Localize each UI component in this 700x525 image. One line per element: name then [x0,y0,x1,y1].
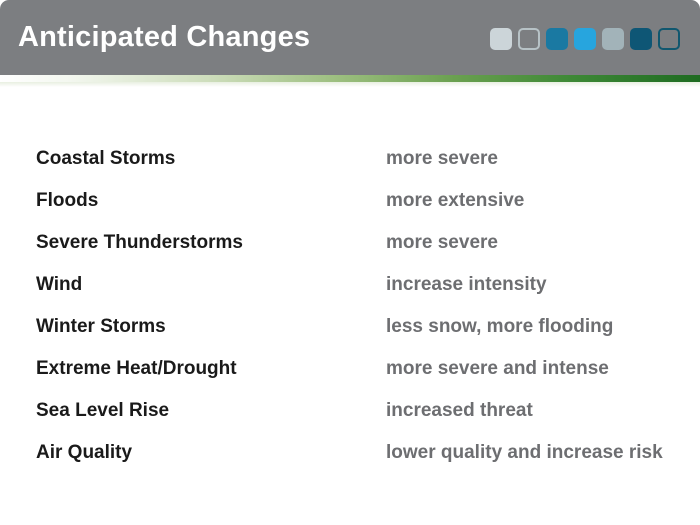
hazard-label: Air Quality [36,442,133,463]
change-label: more extensive [386,190,525,211]
hazard-label: Floods [36,190,99,211]
hazard-label: Winter Storms [36,316,166,337]
anticipated-changes-list: Coastal Storms more severe Floods more e… [0,87,700,474]
color-palette [490,28,680,50]
palette-swatch-3 [546,28,568,50]
slide-header: Anticipated Changes [0,0,700,75]
palette-swatch-1 [490,28,512,50]
change-label: lower quality and increase risk [386,442,663,463]
list-item: Sea Level Rise increased threat [36,390,680,432]
change-label: increase intensity [386,274,547,295]
change-label: increased threat [386,400,533,421]
hazard-label: Wind [36,274,83,295]
palette-swatch-5 [602,28,624,50]
list-item: Winter Storms less snow, more flooding [36,306,680,348]
slide-title: Anticipated Changes [18,21,311,53]
list-item: Wind increase intensity [36,264,680,306]
divider-fade [0,82,700,87]
change-label: more severe [386,232,498,253]
list-item: Severe Thunderstorms more severe [36,222,680,264]
list-item: Floods more extensive [36,180,680,222]
hazard-label: Extreme Heat/Drought [36,358,237,379]
list-item: Coastal Storms more severe [36,138,680,180]
green-gradient-divider [0,75,700,82]
change-label: more severe and intense [386,358,609,379]
list-item: Extreme Heat/Drought more severe and int… [36,348,680,390]
palette-swatch-6 [630,28,652,50]
hazard-label: Sea Level Rise [36,400,170,421]
palette-swatch-4 [574,28,596,50]
change-label: less snow, more flooding [386,316,614,337]
list-item: Air Quality lower quality and increase r… [36,432,680,474]
palette-swatch-2 [518,28,540,50]
hazard-label: Coastal Storms [36,148,176,169]
hazard-label: Severe Thunderstorms [36,232,243,253]
change-label: more severe [386,148,498,169]
palette-swatch-7 [658,28,680,50]
